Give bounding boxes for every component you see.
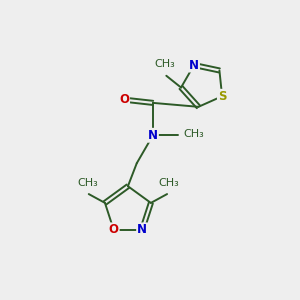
Text: CH₃: CH₃	[183, 129, 204, 139]
Text: O: O	[109, 224, 119, 236]
Text: O: O	[119, 93, 129, 106]
Text: S: S	[218, 90, 226, 103]
Text: N: N	[148, 129, 158, 142]
Text: CH₃: CH₃	[158, 178, 179, 188]
Text: N: N	[137, 224, 147, 236]
Text: CH₃: CH₃	[154, 59, 175, 69]
Text: N: N	[189, 58, 199, 71]
Text: CH₃: CH₃	[77, 178, 98, 188]
